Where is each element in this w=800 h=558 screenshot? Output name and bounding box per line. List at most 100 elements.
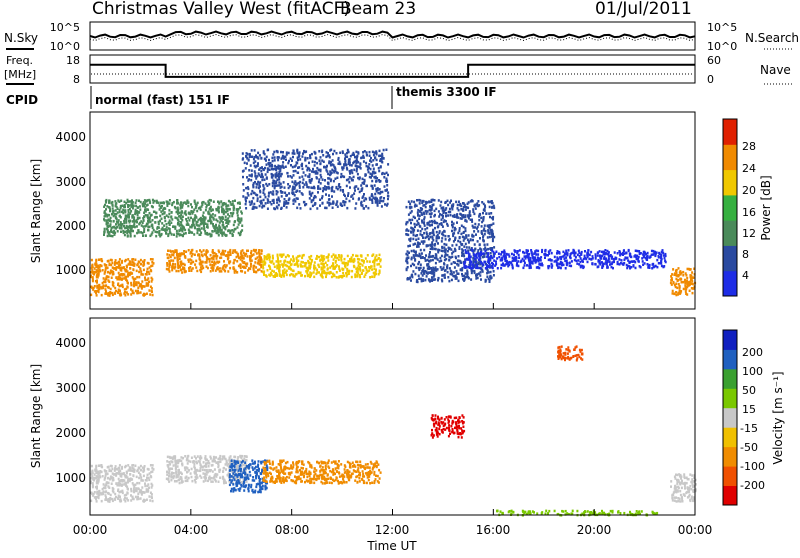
- power-cell-3: [124, 210, 126, 213]
- power-cell-3: [216, 209, 218, 212]
- power-cell-3: [241, 229, 243, 232]
- power-cell-0: [114, 263, 116, 266]
- power-cell-4: [288, 192, 290, 195]
- power-cell-4: [372, 164, 374, 167]
- power-cell-3: [211, 230, 213, 233]
- power-cell-7: [692, 283, 694, 286]
- power-cell-5: [442, 212, 444, 215]
- power-cell-5: [435, 269, 437, 272]
- velocity-cell-0: [151, 497, 153, 500]
- power-cell-4: [342, 166, 344, 169]
- power-cell-2: [341, 268, 343, 271]
- power-cell-3: [147, 204, 149, 207]
- power-cell-3: [177, 209, 179, 212]
- power-cell-5: [474, 226, 476, 229]
- station-title: Christmas Valley West (fitACF): [92, 0, 350, 19]
- power-cell-7: [691, 287, 693, 290]
- power-cell-4: [278, 176, 280, 179]
- power-cell-5: [421, 240, 423, 243]
- power-cell-6: [643, 251, 645, 254]
- power-cell-5: [493, 274, 495, 277]
- power-cell-6: [494, 252, 496, 255]
- power-cell-2: [286, 274, 288, 277]
- power-cell-4: [357, 152, 359, 155]
- power-ytick-2000: 2000: [55, 219, 86, 233]
- power-cell-4: [282, 156, 284, 159]
- power-cell-5: [467, 271, 469, 274]
- velocity-cell-0: [133, 484, 135, 487]
- power-cell-4: [245, 187, 247, 190]
- power-cell-4: [271, 165, 273, 168]
- power-cell-3: [187, 205, 189, 208]
- power-cell-5: [422, 257, 424, 260]
- velocity-cell-0: [98, 494, 100, 497]
- power-cell-0: [107, 286, 109, 289]
- power-cell-0: [121, 261, 123, 264]
- power-cell-3: [149, 202, 151, 205]
- power-cell-3: [158, 226, 160, 229]
- power-cell-5: [483, 240, 485, 243]
- beam-label: Beam 23: [340, 0, 416, 19]
- power-cell-4: [383, 176, 385, 179]
- power-cell-3: [228, 208, 230, 211]
- power-cell-6: [651, 254, 653, 257]
- power-cell-4: [379, 150, 381, 153]
- power-cell-5: [451, 208, 453, 211]
- power-cell-2: [314, 261, 316, 264]
- power-cell-4: [278, 173, 280, 176]
- power-cell-5: [482, 236, 484, 239]
- power-cell-6: [584, 250, 586, 253]
- power-cell-5: [433, 215, 435, 218]
- power-cell-5: [413, 264, 415, 267]
- power-cell-6: [577, 254, 579, 257]
- power-cell-3: [141, 224, 143, 227]
- power-cell-3: [129, 221, 131, 224]
- power-cell-4: [372, 171, 374, 174]
- power-cell-5: [412, 270, 414, 273]
- power-cell-2: [316, 255, 318, 258]
- cpid-label: CPID: [6, 93, 38, 107]
- power-cell-3: [192, 211, 194, 214]
- power-cell-4: [264, 167, 266, 170]
- power-cell-0: [150, 286, 152, 289]
- power-cell-0: [144, 279, 146, 282]
- power-cell-4: [384, 203, 386, 206]
- power-cell-1: [178, 270, 180, 273]
- power-cell-0: [130, 293, 132, 296]
- velocity-cell-0: [107, 492, 109, 495]
- power-cell-4: [281, 173, 283, 176]
- power-cell-4: [379, 197, 381, 200]
- power-cell-4: [296, 149, 298, 152]
- power-cell-6: [524, 262, 526, 265]
- power-cell-1: [253, 270, 255, 273]
- power-cell-4: [254, 181, 256, 184]
- power-cell-3: [153, 211, 155, 214]
- power-cell-3: [107, 231, 109, 234]
- power-cell-4: [245, 207, 247, 210]
- power-cell-0: [136, 292, 138, 295]
- power-cell-2: [338, 254, 340, 257]
- power-cell-4: [256, 183, 258, 186]
- power-cell-3: [194, 203, 196, 206]
- power-cell-3: [103, 218, 105, 221]
- power-cell-4: [340, 173, 342, 176]
- power-cell-3: [217, 209, 219, 212]
- power-cell-6: [500, 267, 502, 270]
- date-label: 01/Jul/2011: [595, 0, 692, 19]
- power-cell-1: [236, 271, 238, 274]
- power-cell-1: [188, 267, 190, 270]
- power-cell-7: [692, 292, 694, 295]
- power-cell-3: [166, 223, 168, 226]
- power-cell-5: [493, 236, 495, 239]
- power-cell-3: [182, 204, 184, 207]
- power-cell-4: [264, 153, 266, 156]
- power-cell-5: [426, 275, 428, 278]
- power-cell-3: [225, 219, 227, 222]
- power-cell-4: [353, 169, 355, 172]
- power-cell-5: [447, 250, 449, 253]
- power-cell-5: [419, 225, 421, 228]
- velocity-cell-0: [145, 479, 147, 482]
- power-cell-3: [168, 209, 170, 212]
- power-cell-2: [332, 273, 334, 276]
- power-cell-1: [166, 253, 168, 256]
